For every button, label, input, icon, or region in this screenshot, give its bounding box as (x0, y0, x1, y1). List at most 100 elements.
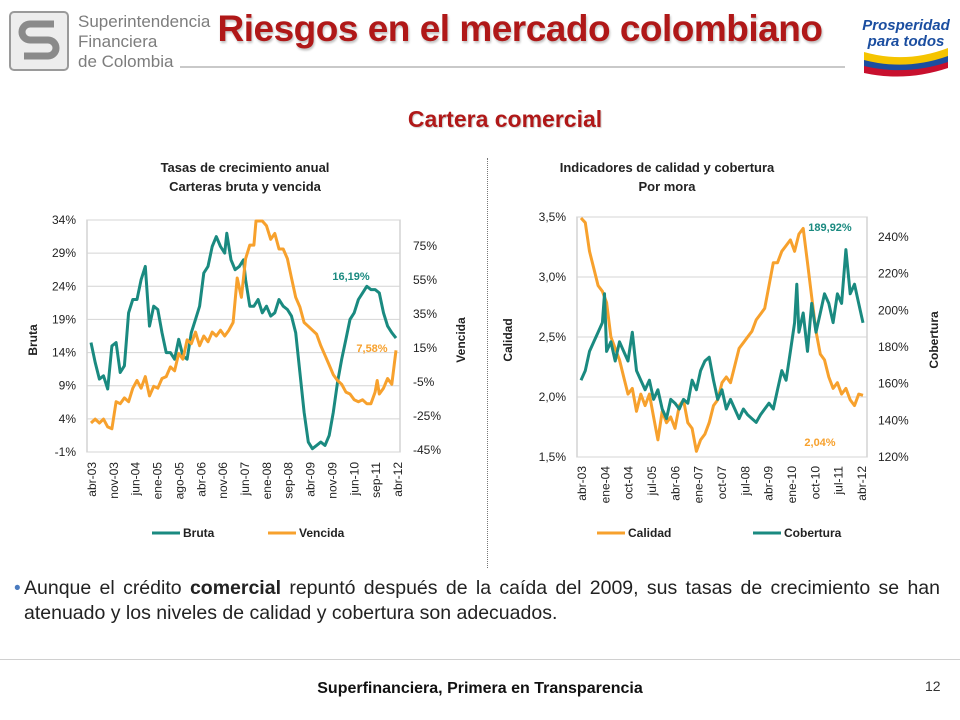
c1-x-tick-label: ene-08 (260, 462, 274, 500)
c2-x-tick-label: oct-10 (808, 466, 822, 500)
c1-x-tick-label: ene-05 (151, 462, 165, 500)
c1-x-tick-label: jun-10 (347, 462, 361, 497)
c1-right-tick-label: -25% (413, 409, 441, 423)
c2-right-tick-label: 140% (878, 413, 909, 427)
c2-x-tick-label: abr-03 (575, 466, 589, 501)
c2-x-tick-label: ene-10 (785, 466, 799, 504)
page-number: 12 (925, 678, 941, 694)
brand-line-1: Prosperidad (862, 17, 950, 34)
c2-x-tick-label: jul-11 (832, 466, 846, 496)
chart1-annotation-bruta: 16,19% (332, 271, 370, 283)
slide-title: Riesgos en el mercado colombiano (217, 8, 823, 49)
c1-left-tick-label: 9% (59, 379, 77, 393)
c2-right-tick-label: 220% (878, 267, 909, 281)
bullet-text-bold: comercial (189, 577, 281, 599)
legend-label-vencida: Vencida (299, 526, 345, 540)
growth-rates-chart: Tasas de crecimiento anual Carteras brut… (26, 160, 468, 540)
c1-series-bruta (89, 231, 398, 451)
c1-right-tick-label: -5% (413, 375, 435, 389)
c2-right-tick-label: 160% (878, 377, 909, 391)
section-title: Cartera comercial (407, 106, 603, 132)
c2-right-tick-label: 240% (878, 230, 909, 244)
brand-line-2: para todos (867, 33, 945, 50)
c2-x-tick-label: ene-04 (598, 466, 612, 504)
c2-x-tick-label: oct-07 (715, 466, 729, 500)
c1-left-tick-label: 4% (59, 412, 77, 426)
chart2-title: Indicadores de calidad y cobertura (560, 160, 775, 175)
c2-right-tick-label: 180% (878, 340, 909, 354)
c1-x-tick-label: abr-12 (391, 462, 405, 497)
bullet-dot-icon: • (14, 578, 21, 599)
c1-right-tick-label: 75% (413, 239, 437, 253)
c2-x-tick-label: abr-06 (668, 466, 682, 501)
bullet-text-prefix: Aunque el crédito (24, 577, 190, 599)
c1-left-tick-label: 34% (52, 213, 76, 227)
c1-right-tick-label: -45% (413, 443, 441, 457)
c1-plot-area (86, 219, 401, 453)
c2-left-tick-label: 2,0% (539, 390, 567, 404)
chart1-subtitle: Carteras bruta y vencida (169, 179, 322, 194)
c1-x-tick-label: jun-07 (238, 462, 252, 497)
legend-label-cobertura: Cobertura (784, 526, 842, 540)
bullet-text-suffix: repuntó después de la caída del 2009, su… (24, 577, 940, 624)
c2-left-tick-label: 3,0% (539, 270, 567, 284)
c1-left-tick-label: -1% (55, 445, 77, 459)
c1-x-tick-label: abr-03 (85, 462, 99, 497)
c1-series-vencida (89, 219, 398, 431)
chart2-subtitle: Por mora (638, 179, 696, 194)
superfinanciera-s-icon (9, 11, 69, 71)
chart1-right-axis-label: Vencida (454, 317, 468, 363)
org-line-2: Financiera (78, 32, 158, 51)
chart1-left-axis-label: Bruta (26, 324, 40, 356)
chart1-title: Tasas de crecimiento anual (161, 160, 330, 175)
c1-x-tick-label: sep-08 (282, 462, 296, 499)
c1-x-tick-label: nov-06 (216, 462, 230, 499)
c1-left-tick-label: 29% (52, 246, 76, 260)
org-line-1: Superintendencia (78, 12, 211, 31)
c2-x-tick-label: oct-04 (622, 466, 636, 500)
bullet-point: • Aunque el crédito comercial repuntó de… (14, 576, 940, 626)
c2-left-tick-label: 3,5% (539, 210, 567, 224)
c2-right-tick-label: 200% (878, 303, 909, 317)
c1-x-tick-label: abr-06 (194, 462, 208, 497)
chart1-legend: Bruta Vencida (152, 526, 345, 540)
legend-label-bruta: Bruta (183, 526, 215, 540)
chart2-annotation-calidad: 2,04% (804, 437, 835, 449)
c1-right-tick-label: 55% (413, 273, 437, 287)
chart2-legend: Calidad Cobertura (597, 526, 842, 540)
c1-x-tick-label: ago-05 (172, 462, 186, 500)
quality-coverage-chart: Indicadores de calidad y cobertura Por m… (501, 160, 941, 540)
c2-right-tick-label: 120% (878, 450, 909, 464)
c1-right-tick-label: 15% (413, 341, 437, 355)
c1-x-tick-label: sep-11 (369, 462, 383, 498)
chart2-left-axis-label: Calidad (501, 318, 515, 361)
title-rule (180, 66, 845, 68)
c2-left-tick-label: 2,5% (539, 330, 567, 344)
c2-x-tick-label: abr-12 (855, 466, 869, 501)
chart2-right-axis-label: Cobertura (927, 311, 941, 369)
chart-divider (487, 158, 488, 568)
c1-right-tick-label: 35% (413, 307, 437, 321)
c2-x-tick-label: jul-05 (645, 466, 659, 497)
prosperidad-flag-icon: Prosperidad para todos (862, 17, 951, 77)
prosperidad-logo: Prosperidad para todos (858, 8, 954, 78)
c1-x-tick-label: nov-03 (107, 462, 121, 499)
chart1-annotation-vencida: 7,58% (356, 343, 387, 355)
c1-left-tick-label: 14% (52, 346, 76, 360)
c1-left-tick-label: 19% (52, 312, 76, 326)
c1-x-tick-label: abr-09 (304, 462, 318, 497)
c1-left-tick-label: 24% (52, 279, 76, 293)
chart2-annotation-cobertura: 189,92% (808, 222, 852, 234)
c2-x-tick-label: jul-08 (738, 466, 752, 497)
c2-left-tick-label: 1,5% (539, 450, 567, 464)
footer-text: Superfinanciera, Primera en Transparenci… (317, 680, 643, 697)
c2-x-tick-label: ene-07 (692, 466, 706, 504)
superfinanciera-logo: Superintendencia Financiera de Colombia (8, 10, 210, 72)
c1-x-tick-label: nov-09 (325, 462, 339, 499)
c2-series-cobertura (579, 248, 865, 424)
c2-x-tick-label: abr-09 (762, 466, 776, 501)
footer-rule (0, 659, 960, 660)
legend-label-calidad: Calidad (628, 526, 671, 540)
org-line-3: de Colombia (78, 52, 174, 71)
c1-x-tick-label: jun-04 (129, 462, 143, 497)
